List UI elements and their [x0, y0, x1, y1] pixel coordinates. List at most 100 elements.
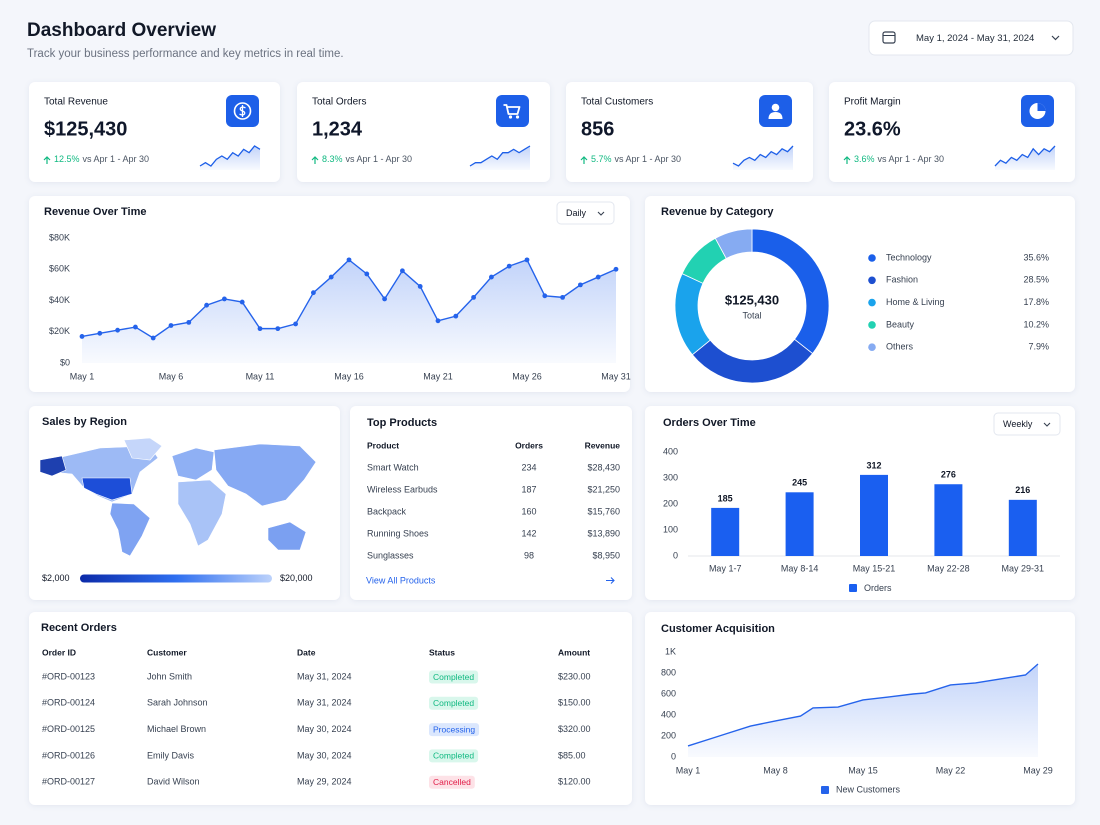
- dropdown[interactable]: [556, 201, 615, 225]
- table-header: Customer: [147, 647, 187, 657]
- map-region: [109, 502, 151, 557]
- legend-label: Others: [886, 342, 914, 352]
- table-cell: Running Shoes: [367, 528, 429, 538]
- legend-label: Fashion: [886, 275, 918, 285]
- kpi-compare: vs Apr 1 - Apr 30: [83, 154, 150, 164]
- kpi-value: 1,234: [312, 118, 363, 140]
- table-header: Date: [297, 647, 316, 657]
- kpi-change: 12.5%: [54, 154, 80, 164]
- point: [595, 274, 601, 280]
- bar: [860, 474, 888, 556]
- map-region: [177, 479, 227, 547]
- map-region: [81, 477, 133, 501]
- icon-shape: [508, 115, 513, 119]
- status-label: Cancelled: [433, 777, 471, 787]
- sparkline-area: [200, 146, 260, 170]
- kpi-compare: vs Apr 1 - Apr 30: [346, 154, 413, 164]
- y-tick-label: 0: [671, 751, 676, 761]
- sparkline: [469, 145, 531, 167]
- kpi-card: [29, 82, 280, 182]
- legend-value: 7.9%: [1028, 342, 1049, 352]
- point: [97, 330, 103, 336]
- point: [506, 263, 512, 269]
- point: [578, 282, 583, 288]
- kpi-value: $125,430: [44, 118, 127, 140]
- y-tick-label: 600: [661, 688, 676, 698]
- y-tick-label: 400: [661, 709, 676, 719]
- table-cell: May 29, 2024: [297, 777, 352, 787]
- legend-label: New Customers: [836, 784, 901, 794]
- status-pill: [429, 723, 480, 737]
- date-picker-box[interactable]: [868, 20, 1074, 56]
- table-header: Product: [367, 440, 399, 450]
- table-cell: #ORD-00126: [42, 750, 95, 760]
- y-tick-label: 400: [663, 446, 678, 456]
- up-arrow: [580, 156, 588, 164]
- date-range[interactable]: May 1, 2024 - May 31, 2024: [916, 33, 1034, 44]
- icon-shape: [771, 103, 780, 112]
- status-label: Processing: [433, 724, 475, 734]
- link[interactable]: View All Products: [366, 575, 436, 585]
- status-pill: [429, 775, 475, 789]
- dropdown-label[interactable]: Daily: [566, 208, 587, 218]
- table-cell: $13,890: [587, 528, 620, 538]
- point: [204, 302, 210, 308]
- kpi-change: 5.7%: [591, 154, 612, 164]
- sparkline-area: [995, 146, 1055, 170]
- status-pill: [429, 749, 479, 763]
- kpi-card: [829, 82, 1075, 182]
- table-cell: #ORD-00125: [42, 724, 95, 734]
- point: [239, 299, 245, 305]
- legend-swatch: [849, 584, 857, 592]
- table-header: Status: [429, 647, 455, 657]
- up-arrow: [311, 156, 319, 164]
- table-cell: $21,250: [587, 484, 620, 494]
- map-region: [39, 455, 67, 477]
- table-cell: Wireless Earbuds: [367, 484, 438, 494]
- y-tick-label: 1K: [665, 646, 676, 656]
- page-title: Dashboard Overview: [27, 20, 216, 41]
- x-tick-label: May 21: [423, 371, 453, 381]
- table-cell: David Wilson: [147, 777, 200, 787]
- table-cell: 187: [521, 484, 536, 494]
- x-tick-label: May 29: [1023, 765, 1053, 775]
- table-cell: #ORD-00127: [42, 777, 95, 787]
- chart-title: Orders Over Time: [663, 417, 756, 429]
- link-arrow[interactable]: [606, 577, 615, 584]
- bar-label: 245: [792, 478, 807, 488]
- point: [489, 274, 494, 280]
- kpi-label: Total Revenue: [44, 97, 108, 108]
- x-tick-label: May 1: [676, 765, 701, 775]
- date-picker[interactable]: May 1, 2024 - May 31, 2024: [868, 20, 1074, 56]
- table-header: Revenue: [585, 440, 621, 450]
- point: [453, 313, 459, 319]
- kpi-value: 23.6%: [844, 118, 901, 140]
- table-cell: $28,430: [587, 462, 620, 472]
- kpi-value: 856: [581, 118, 614, 140]
- y-tick-label: 300: [663, 472, 678, 482]
- legend-label: Orders: [864, 583, 892, 593]
- chart-title: Revenue Over Time: [44, 206, 147, 218]
- kpi-compare: vs Apr 1 - Apr 30: [615, 154, 682, 164]
- dropdown-label[interactable]: Weekly: [1003, 419, 1033, 429]
- x-tick-label: May 22: [936, 765, 966, 775]
- x-tick-label: May 1-7: [709, 563, 742, 573]
- up-arrow: [43, 156, 51, 164]
- chart-title: Revenue by Category: [661, 206, 774, 218]
- x-tick-label: May 6: [159, 371, 184, 381]
- table-cell: 142: [521, 528, 536, 538]
- point: [328, 274, 334, 280]
- bar-label: 312: [866, 460, 881, 470]
- legend-max: $20,000: [280, 573, 313, 583]
- table-cell: 160: [521, 506, 536, 516]
- x-tick-label: May 31: [601, 371, 631, 381]
- dropdown[interactable]: [993, 412, 1061, 436]
- table-cell: 234: [521, 462, 536, 472]
- point: [293, 321, 298, 327]
- status-label: Completed: [433, 672, 474, 682]
- table-cell: #ORD-00124: [42, 698, 95, 708]
- status-pill: [429, 670, 479, 684]
- kpi-change-line: 8.3% vs Apr 1 - Apr 30: [322, 154, 412, 164]
- kpi-change: 8.3%: [322, 154, 343, 164]
- donut-total: $125,430: [725, 292, 779, 307]
